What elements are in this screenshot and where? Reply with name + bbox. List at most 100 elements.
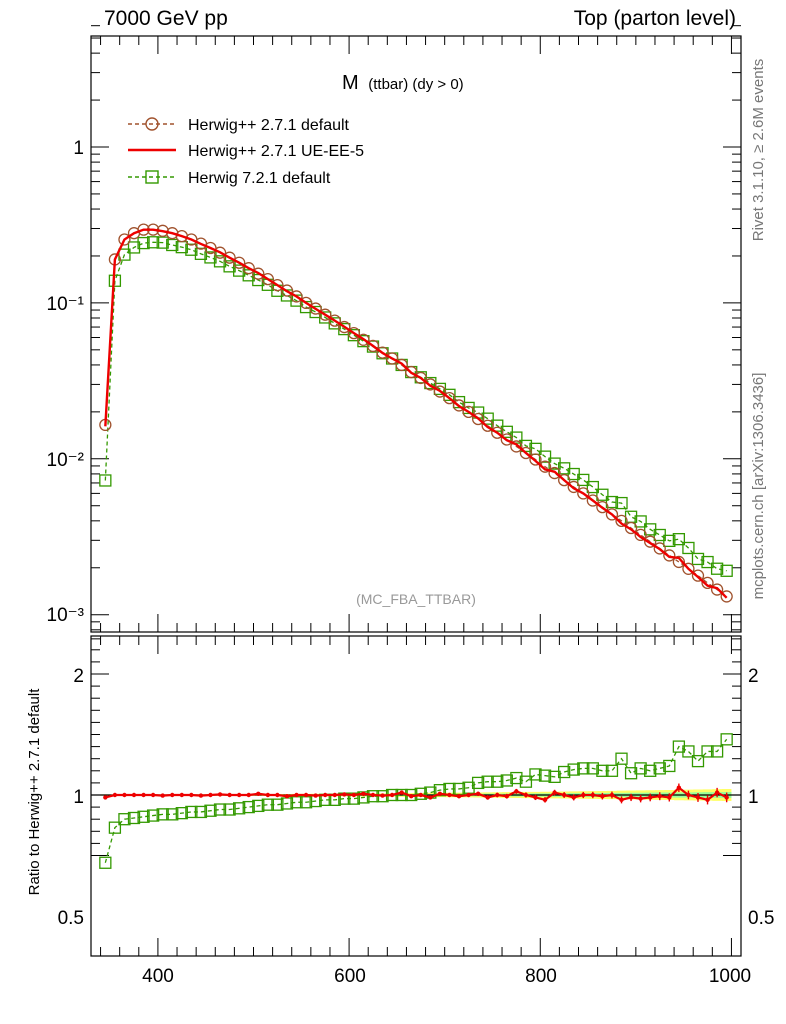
ratio-herwig721-point bbox=[691, 754, 705, 768]
legend-label-1: Herwig++ 2.7.1 UE-EE-5 bbox=[188, 143, 364, 160]
series-herwig271-default-point bbox=[624, 521, 638, 535]
series-herwig271-default-point bbox=[644, 535, 657, 548]
series-herwig271-default-point bbox=[443, 391, 456, 405]
ratio-herwig271-ueee5-point bbox=[456, 794, 462, 799]
series-herwig271-default-point bbox=[376, 346, 389, 359]
ratio-herwig271-ueee5-point bbox=[514, 789, 519, 794]
ratio-herwig271-ueee5-point bbox=[275, 792, 280, 798]
ratio-y-tick-label-2: 2 bbox=[73, 666, 84, 687]
ratio-herwig271-ueee5-point bbox=[361, 791, 366, 796]
series-herwig721-point bbox=[701, 555, 714, 569]
series-herwig271-default-line bbox=[104, 229, 728, 597]
ratio-herwig271-ueee5-point bbox=[428, 795, 433, 800]
ratio-herwig721-point bbox=[99, 856, 112, 869]
ratio-y-tick-label-right-0: 0.5 bbox=[748, 908, 774, 929]
ratio-herwig721-line bbox=[104, 738, 728, 863]
series-herwig721-point bbox=[586, 480, 599, 494]
series-herwig271-default-point bbox=[271, 278, 284, 292]
ratio-herwig271-ueee5-point bbox=[600, 794, 605, 799]
series-herwig271-default-point bbox=[462, 405, 475, 419]
ratio-herwig271-ueee5-point bbox=[667, 795, 672, 800]
series-herwig271-default-point bbox=[213, 246, 227, 259]
ratio-herwig721-point bbox=[558, 765, 571, 779]
series-herwig271-default-point bbox=[663, 549, 676, 562]
ratio-herwig271-ueee5-point bbox=[351, 792, 357, 798]
series-herwig721-point bbox=[577, 473, 590, 487]
series-herwig721-point bbox=[127, 241, 141, 254]
ratio-plot-frame bbox=[90, 635, 742, 957]
series-herwig721-point bbox=[233, 264, 246, 277]
series-herwig271-ueee5-line bbox=[104, 228, 728, 599]
main-y-tick-label-3: 10⁻³ bbox=[47, 605, 85, 626]
series-herwig721-point bbox=[481, 412, 494, 425]
ratio-panel: 0.5 1 2 0.5 1 2 400 600 800 1000 Ratio t… bbox=[26, 635, 774, 987]
series-herwig271-default-point bbox=[299, 296, 313, 310]
main-y-tick-label-1: 10⁻¹ bbox=[47, 294, 85, 315]
legend-entry-2: Herwig 7.2.1 default bbox=[128, 170, 331, 187]
legend-label-0: Herwig++ 2.7.1 default bbox=[188, 117, 350, 134]
series-herwig271-default-point bbox=[615, 514, 628, 527]
series-herwig271-default-point bbox=[118, 233, 131, 246]
ratio-herwig721-point bbox=[166, 808, 179, 821]
ratio-y-axis-label: Ratio to Herwig++ 2.7.1 default bbox=[26, 688, 43, 896]
ratio-herwig271-ueee5-point bbox=[409, 794, 414, 799]
ratio-herwig271-ueee5-point bbox=[581, 792, 586, 798]
ratio-herwig721-point bbox=[213, 803, 227, 816]
ratio-herwig721-point bbox=[491, 775, 504, 788]
ratio-herwig271-ueee5-point bbox=[647, 795, 653, 800]
ratio-herwig721-point bbox=[137, 810, 150, 823]
ratio-herwig271-ueee5-point bbox=[399, 790, 404, 795]
series-herwig271-default-point bbox=[548, 466, 561, 480]
ratio-herwig271-ueee5-point bbox=[208, 792, 213, 798]
series-herwig271-default-point bbox=[605, 508, 619, 521]
ratio-herwig271-ueee5-point bbox=[150, 792, 156, 798]
ratio-herwig721-point bbox=[682, 745, 695, 758]
series-herwig721-point bbox=[691, 552, 705, 566]
plot-title: M (ttbar) (dy > 0) bbox=[342, 72, 464, 94]
series-herwig271-default-point bbox=[529, 453, 542, 466]
series-herwig721-point bbox=[252, 273, 265, 287]
series-herwig271-default-point bbox=[577, 487, 590, 500]
series-herwig721-point bbox=[194, 247, 208, 260]
ratio-herwig721-point bbox=[663, 759, 676, 773]
ratio-herwig721-point bbox=[204, 804, 217, 817]
series-herwig271-default-point bbox=[309, 302, 322, 315]
main-x-ticks bbox=[100, 36, 732, 632]
series-herwig271-default-point bbox=[424, 378, 437, 391]
series-herwig271-default-point bbox=[223, 251, 236, 264]
series-herwig721-point bbox=[118, 248, 131, 261]
plot-title-main: M bbox=[342, 72, 359, 94]
ratio-herwig271-ueee5-point bbox=[609, 792, 615, 798]
ratio-herwig271-ueee5-point bbox=[256, 791, 261, 796]
ratio-herwig271-ueee5-point bbox=[571, 795, 576, 800]
series-herwig271-default-point bbox=[204, 241, 217, 255]
series-herwig721-point bbox=[156, 236, 169, 249]
ratio-herwig271-ueee5-point bbox=[265, 792, 271, 798]
ratio-herwig721-point bbox=[500, 774, 513, 787]
ratio-y-ticks bbox=[91, 649, 741, 856]
ratio-herwig271-ueee5-point bbox=[714, 790, 720, 795]
series-herwig271-default-point bbox=[634, 528, 647, 542]
ratio-herwig271-ueee5-point bbox=[342, 792, 347, 797]
x-tick-label-1000: 1000 bbox=[709, 966, 751, 987]
ratio-herwig721-point bbox=[701, 745, 714, 758]
legend-label-2: Herwig 7.2.1 default bbox=[188, 170, 331, 187]
ratio-herwig271-ueee5-point bbox=[561, 792, 567, 798]
main-panel: 1 10⁻¹ 10⁻² 10⁻³ M (ttbar) (dy > 0) (MC_… bbox=[47, 25, 742, 640]
ratio-herwig721-point bbox=[710, 745, 724, 758]
series-herwig721-point bbox=[615, 496, 628, 510]
ratio-herwig721-point bbox=[567, 763, 580, 776]
series-herwig721-point bbox=[242, 269, 255, 282]
ratio-herwig271-ueee5-point bbox=[686, 792, 691, 798]
series-herwig271-default-point bbox=[385, 352, 399, 365]
series-herwig271-default-point bbox=[319, 308, 332, 321]
ratio-herwig721-point bbox=[720, 733, 733, 746]
ratio-herwig271-ueee5-point bbox=[217, 792, 223, 797]
ratio-y-tick-label-1: 1 bbox=[73, 787, 84, 808]
series-herwig271-default-point bbox=[452, 399, 466, 412]
ratio-herwig271-ueee5-point bbox=[475, 791, 481, 796]
ratio-herwig271-ueee5-point bbox=[246, 792, 251, 798]
ratio-herwig721-point bbox=[672, 740, 686, 753]
plot-title-sub: (ttbar) (dy > 0) bbox=[368, 76, 463, 93]
ratio-herwig721-point bbox=[233, 802, 246, 815]
